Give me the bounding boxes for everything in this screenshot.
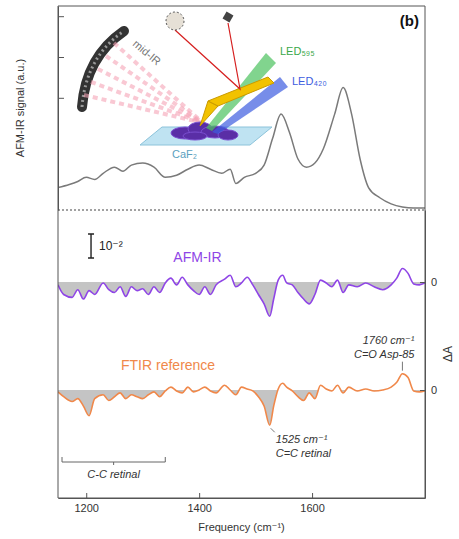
tick-mark [420, 390, 425, 391]
frame-top [58, 6, 425, 210]
tick: 0 [420, 384, 437, 396]
annotation: 1525 cm⁻¹ [276, 433, 328, 445]
tick-label: 1200 [74, 502, 98, 514]
series-label: AFM-IR [173, 249, 221, 265]
negative-fill [58, 390, 425, 425]
spectrum-line [58, 88, 425, 208]
detector [223, 12, 234, 23]
leader-line [271, 428, 275, 432]
frame-bottom [58, 210, 425, 498]
negative-fill [58, 282, 425, 316]
x-axis: 1200 1400 1600 [59, 493, 426, 514]
substrate [140, 127, 272, 145]
tick [58, 98, 64, 99]
difference-line [58, 269, 425, 317]
inset-label: CaF₂ [172, 148, 197, 160]
panel-label: (b) [400, 12, 419, 29]
fill-group [58, 282, 425, 316]
tick: 1600 [300, 493, 324, 514]
tick-mark [86, 493, 87, 498]
inset-label: LED₅₉₅ [280, 45, 315, 57]
tick [58, 57, 64, 58]
scale-bar [88, 234, 94, 258]
axis-line [59, 498, 426, 499]
inset-label: mid-IR [131, 37, 164, 67]
tick-mark [58, 57, 64, 58]
cantilever [208, 77, 274, 106]
tick: 0 [420, 276, 437, 288]
tick-label: 0 [431, 276, 437, 288]
plot-top [58, 88, 425, 208]
inset: mid-IR LED₅₉₅ LED₄₂₀ CaF₂ [82, 12, 327, 160]
tick-label: 1600 [300, 502, 324, 514]
tick-mark [58, 16, 64, 17]
annotation: C=C retinal [276, 447, 332, 459]
annotation: C=O Asp-85 [354, 348, 415, 360]
tick: 1200 [74, 493, 98, 514]
axis-line [58, 7, 59, 211]
sample [183, 132, 207, 140]
axis-line [425, 211, 426, 499]
panel-separator [58, 209, 425, 210]
series-label: FTIR reference [121, 357, 215, 373]
probe-laser [175, 23, 240, 89]
leader-line [402, 362, 403, 371]
y-axis-title: AFM-IR signal (a.u.) [14, 59, 26, 157]
difference-line [58, 374, 425, 426]
laser-source [166, 12, 184, 30]
tick-mark [58, 98, 64, 99]
tick: 1400 [187, 493, 211, 514]
chart-root: mid-IR LED₅₉₅ LED₄₂₀ CaF₂ AFM-IR signal (a.u… [0, 0, 459, 539]
fill-group [58, 390, 425, 425]
plot-bottom [58, 269, 425, 426]
y-axis-top [58, 7, 64, 211]
tick-mark [312, 493, 313, 498]
ir-beam [91, 82, 203, 123]
y-axis-title: ΔA [441, 346, 455, 362]
annotation: 1760 cm⁻¹ [363, 334, 415, 346]
figure: mid-IR LED₅₉₅ LED₄₂₀ CaF₂ AFM-IR signal (a.u… [0, 0, 459, 539]
annotation: C-C retinal [87, 468, 140, 480]
tick-mark [199, 493, 200, 498]
bracket [62, 457, 165, 465]
tick-label: 0 [431, 384, 437, 396]
tick-label: 1400 [187, 502, 211, 514]
x-axis-title: Frequency (cm⁻¹) [198, 521, 285, 533]
tick [58, 16, 64, 17]
scale-bar-label: 10⁻² [99, 239, 123, 253]
inset-label: LED₄₂₀ [292, 75, 327, 87]
tick-mark [420, 282, 425, 283]
y-axis-right: 00 [420, 211, 437, 499]
